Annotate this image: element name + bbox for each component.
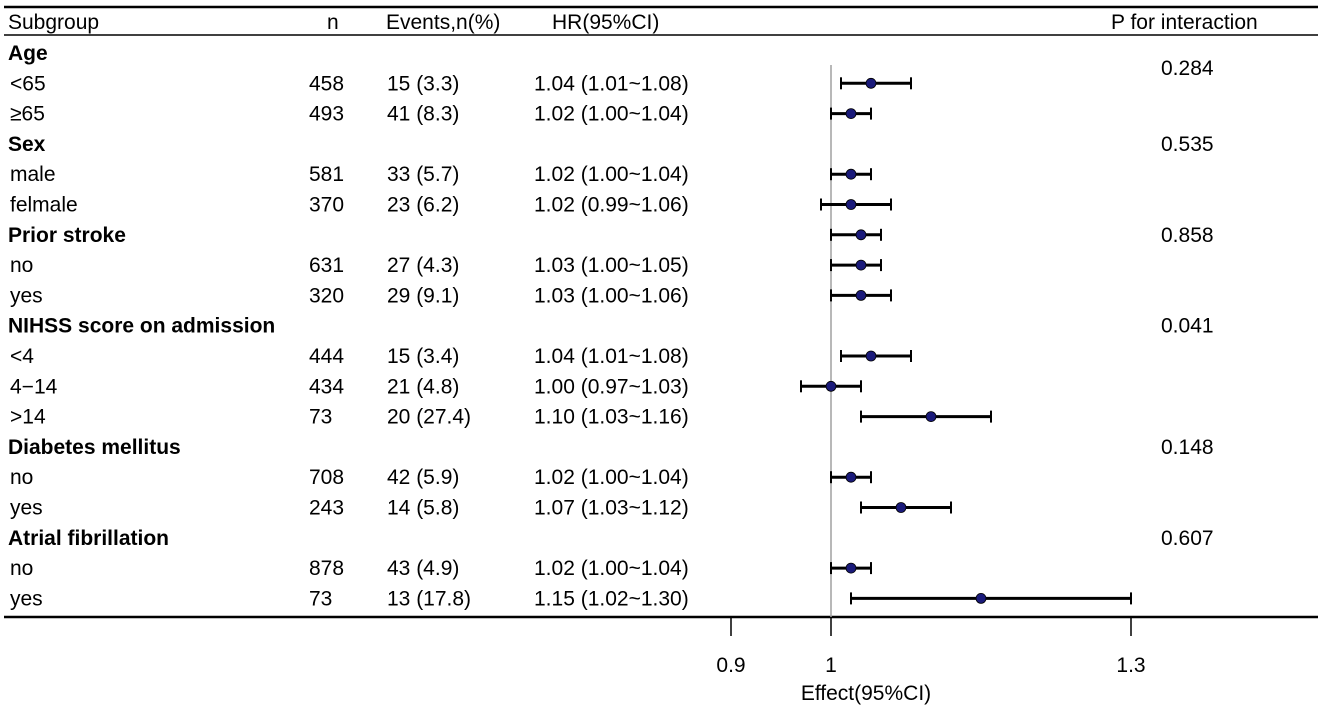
n-value: 878 xyxy=(309,557,344,580)
events-value: 29 (9.1) xyxy=(387,284,459,307)
n-value: 73 xyxy=(309,587,332,610)
hr-ci-text: 1.04 (1.01~1.08) xyxy=(534,345,689,368)
hr-point xyxy=(845,199,857,210)
header-n: n xyxy=(327,11,339,34)
events-value: 42 (5.9) xyxy=(387,466,459,489)
events-value: 20 (27.4) xyxy=(387,406,471,429)
n-value: 458 xyxy=(309,72,344,95)
hr-ci-text: 1.02 (1.00~1.04) xyxy=(534,103,689,126)
p-interaction: 0.535 xyxy=(1161,133,1214,156)
n-value: 434 xyxy=(309,375,344,398)
group-label: Diabetes mellitus xyxy=(8,436,181,459)
hr-ci-text: 1.02 (1.00~1.04) xyxy=(534,557,689,580)
events-value: 15 (3.4) xyxy=(387,345,459,368)
x-tick-label: 1 xyxy=(825,654,837,677)
n-value: 370 xyxy=(309,194,344,217)
hr-point xyxy=(855,259,867,271)
hr-point xyxy=(865,350,877,362)
events-value: 27 (4.3) xyxy=(387,254,459,277)
header-subgroup: Subgroup xyxy=(8,11,99,34)
hr-point xyxy=(865,77,877,89)
subgroup-label: >14 xyxy=(10,406,46,429)
group-label: Age xyxy=(8,42,48,65)
hr-ci-text: 1.07 (1.03~1.12) xyxy=(534,497,689,520)
hr-point xyxy=(845,471,857,483)
forest-rows: Age 0.284 <65 458 15 (3.3) 1.04 (1.01~1.08) ≥6… xyxy=(8,42,1214,617)
subgroup-label: no xyxy=(10,557,33,580)
hr-ci-text: 1.02 (0.99~1.06) xyxy=(534,194,689,217)
group-label: NIHSS score on admission xyxy=(8,315,275,338)
subgroup-label: male xyxy=(10,163,56,186)
n-value: 581 xyxy=(309,163,344,186)
events-value: 43 (4.9) xyxy=(387,557,459,580)
hr-ci-text: 1.15 (1.02~1.30) xyxy=(534,587,689,610)
n-value: 444 xyxy=(309,345,344,368)
p-interaction: 0.607 xyxy=(1161,527,1214,550)
n-value: 243 xyxy=(309,497,344,520)
header-hr: HR(95%CI) xyxy=(552,11,659,34)
events-value: 13 (17.8) xyxy=(387,587,471,610)
hr-point xyxy=(845,108,857,119)
n-value: 73 xyxy=(309,406,332,429)
x-axis: 0.9 1 1.3 Effect(95%CI) xyxy=(716,617,1146,705)
x-tick-label: 1.3 xyxy=(1116,654,1145,677)
subgroup-label: yes xyxy=(10,497,43,520)
hr-point xyxy=(895,502,907,513)
n-value: 631 xyxy=(309,254,344,277)
hr-ci-text: 1.03 (1.00~1.06) xyxy=(534,284,689,307)
x-axis-label: Effect(95%CI) xyxy=(801,682,931,705)
subgroup-label: 4−14 xyxy=(10,375,58,398)
p-interaction: 0.041 xyxy=(1161,315,1214,338)
subgroup-label: ≥65 xyxy=(10,103,45,126)
p-interaction: 0.858 xyxy=(1161,224,1214,247)
x-tick-label: 0.9 xyxy=(716,654,745,677)
hr-point xyxy=(845,562,857,574)
hr-point xyxy=(925,411,937,423)
hr-ci-text: 1.02 (1.00~1.04) xyxy=(534,466,689,489)
subgroup-label: <4 xyxy=(10,345,34,368)
group-label: Sex xyxy=(8,133,46,156)
events-value: 23 (6.2) xyxy=(387,194,459,217)
hr-point xyxy=(855,229,867,241)
header-p-interaction: P for interaction xyxy=(1111,11,1258,34)
group-label: Atrial fibrillation xyxy=(8,527,169,550)
hr-ci-text: 1.04 (1.01~1.08) xyxy=(534,72,689,95)
hr-point xyxy=(855,289,867,301)
events-value: 15 (3.3) xyxy=(387,72,459,95)
p-interaction: 0.148 xyxy=(1161,436,1214,459)
hr-ci-text: 1.10 (1.03~1.16) xyxy=(534,406,689,429)
subgroup-label: yes xyxy=(10,587,43,610)
events-value: 14 (5.8) xyxy=(387,497,459,520)
subgroup-label: <65 xyxy=(10,72,46,95)
group-label: Prior stroke xyxy=(8,224,126,247)
n-value: 708 xyxy=(309,466,344,489)
n-value: 320 xyxy=(309,284,344,307)
header-events: Events,n(%) xyxy=(386,11,500,34)
hr-ci-text: 1.02 (1.00~1.04) xyxy=(534,163,689,186)
hr-ci-text: 1.03 (1.00~1.05) xyxy=(534,254,689,277)
subgroup-label: yes xyxy=(10,284,43,307)
events-value: 41 (8.3) xyxy=(387,103,459,126)
hr-ci-text: 1.00 (0.97~1.03) xyxy=(534,375,689,398)
n-value: 493 xyxy=(309,103,344,126)
hr-point xyxy=(825,380,837,392)
p-interaction: 0.284 xyxy=(1161,57,1214,80)
subgroup-label: no xyxy=(10,254,33,277)
subgroup-label: no xyxy=(10,466,33,489)
events-value: 33 (5.7) xyxy=(387,163,459,186)
subgroup-label: felmale xyxy=(10,194,78,217)
events-value: 21 (4.8) xyxy=(387,375,459,398)
hr-point xyxy=(845,168,857,180)
hr-point xyxy=(975,593,987,604)
